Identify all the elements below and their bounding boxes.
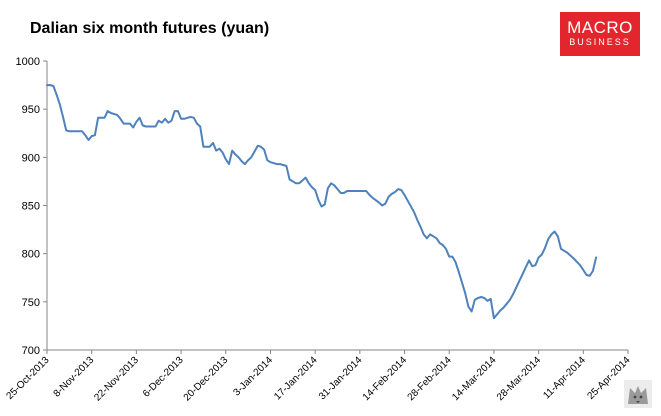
x-tick-label: 14-Feb-2014 bbox=[361, 355, 410, 404]
series-group bbox=[46, 84, 598, 320]
y-tick-label: 750 bbox=[22, 297, 40, 309]
y-axis-ticks: 700 750 800 850 900 950 1000 bbox=[16, 56, 47, 357]
y-tick-label: 950 bbox=[22, 104, 40, 116]
x-tick-label: 8-Nov-2013 bbox=[52, 355, 97, 400]
x-tick-label: 6-Dec-2013 bbox=[141, 355, 186, 400]
x-tick-label: 31-Jan-2014 bbox=[317, 355, 365, 403]
chart-title: Dalian six month futures (yuan) bbox=[30, 20, 270, 37]
logo-line-2: BUSINESS bbox=[569, 37, 631, 47]
x-tick-label: 20-Dec-2013 bbox=[182, 355, 231, 404]
y-tick-label: 850 bbox=[22, 201, 40, 213]
x-tick-label: 28-Feb-2014 bbox=[406, 355, 455, 404]
y-tick-label: 700 bbox=[22, 345, 40, 357]
x-tick-label: 28-Mar-2014 bbox=[495, 355, 544, 404]
macro-business-logo: MACRO BUSINESS bbox=[560, 12, 640, 56]
x-tick-label: 17-Jan-2014 bbox=[272, 355, 320, 403]
logo-line-1: MACRO bbox=[567, 18, 633, 37]
x-tick-label: 25-Oct-2013 bbox=[5, 355, 52, 402]
y-tick-label: 900 bbox=[22, 152, 40, 164]
x-tick-label: 3-Jan-2014 bbox=[232, 355, 276, 399]
series-line-0 bbox=[46, 84, 598, 320]
chart-axes bbox=[46, 61, 628, 351]
x-tick-label: 22-Nov-2013 bbox=[92, 355, 141, 404]
y-tick-label: 1000 bbox=[16, 56, 40, 68]
x-tick-label: 14-Mar-2014 bbox=[450, 355, 499, 404]
wolf-watermark-icon bbox=[624, 380, 652, 408]
x-tick-label: 11-Apr-2014 bbox=[541, 355, 588, 402]
y-tick-label: 800 bbox=[22, 249, 40, 261]
